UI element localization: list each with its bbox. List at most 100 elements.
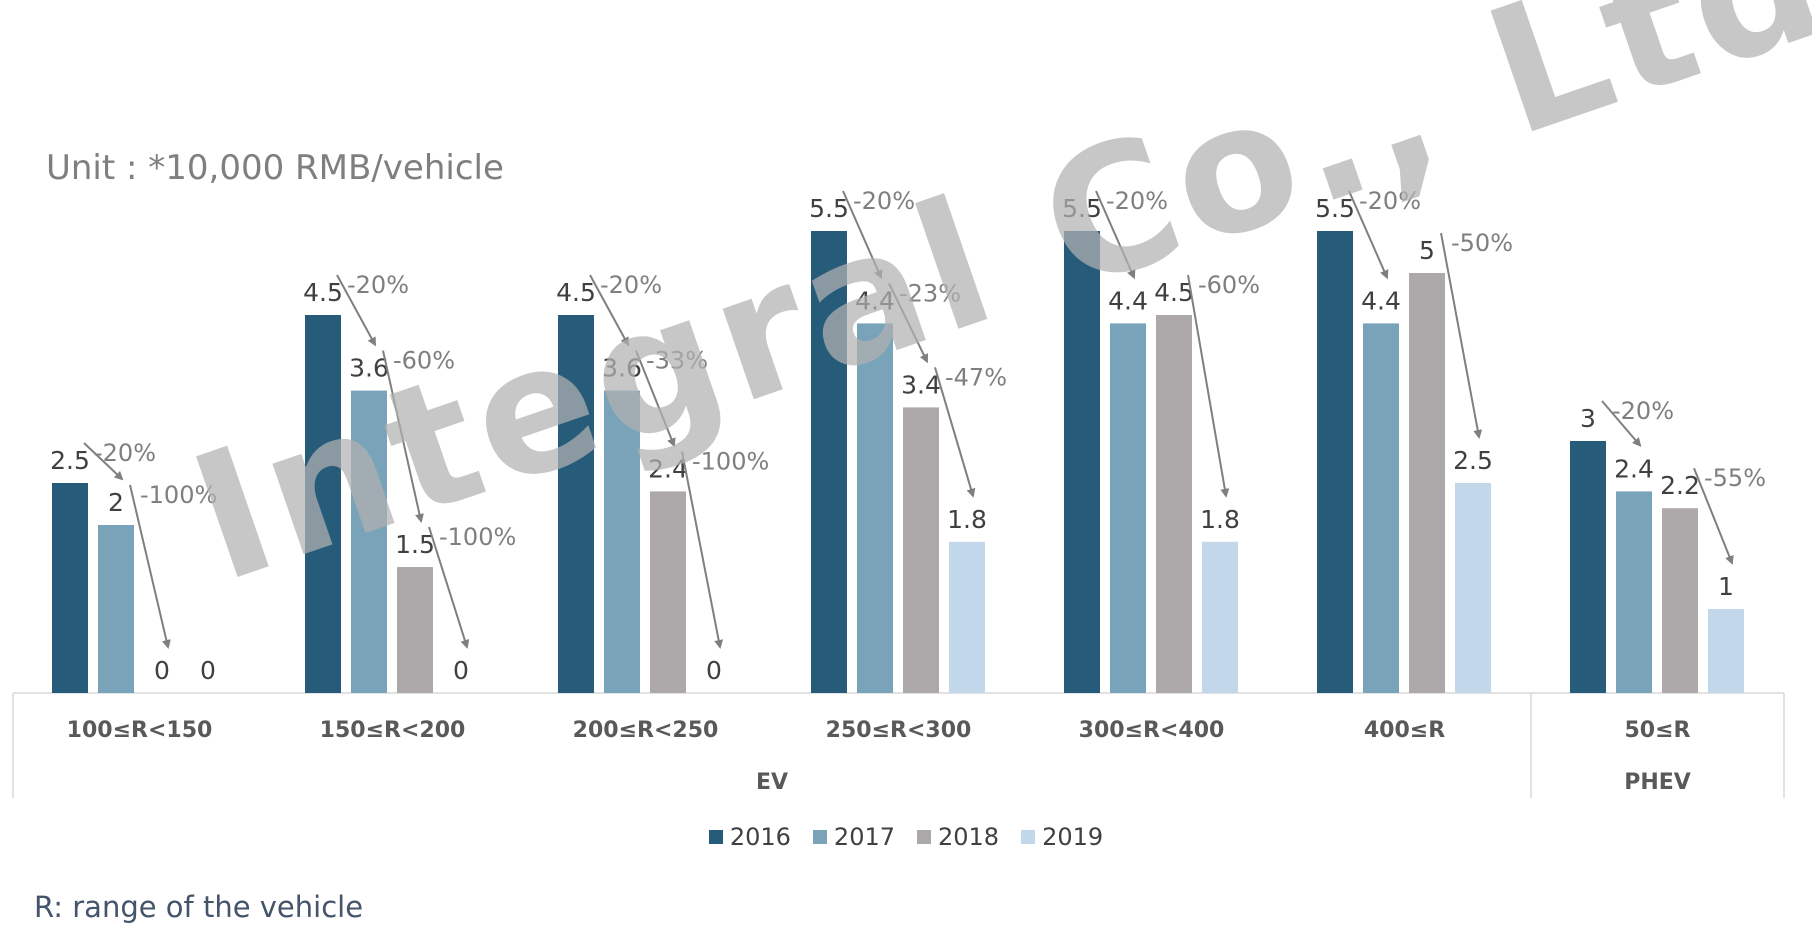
- legend-swatch: [1021, 830, 1036, 844]
- category-label: 100≤R<150: [67, 718, 213, 743]
- legend-label: 2016: [729, 823, 791, 851]
- bar-2016-150lerlt200: [305, 315, 341, 693]
- data-label: 3: [1580, 404, 1596, 433]
- category-label: 150≤R<200: [320, 718, 466, 743]
- bar-2016-400ler: [1317, 231, 1353, 693]
- group-label: EV: [756, 770, 788, 795]
- legend-label: 2018: [938, 823, 1000, 851]
- legend-swatch: [812, 830, 827, 844]
- data-label: 4.5: [556, 278, 596, 307]
- change-arrow: [681, 451, 724, 649]
- bar-2016-250lerlt300: [811, 231, 847, 693]
- data-label: 4.4: [1108, 286, 1148, 315]
- legend-item-2016: 2016: [708, 823, 791, 851]
- category-label: 400≤R: [1364, 718, 1445, 743]
- data-label: 4.4: [855, 286, 895, 315]
- legend-item-2017: 2017: [812, 823, 895, 851]
- data-label: 3.4: [901, 370, 941, 399]
- category-label: 250≤R<300: [826, 718, 972, 743]
- data-label: 0: [154, 656, 170, 685]
- bar-2017-400ler: [1363, 323, 1399, 693]
- change-arrow: [842, 190, 883, 280]
- bar-2016-100lerlt150: [52, 483, 88, 693]
- change-arrow: [934, 367, 976, 498]
- change-arrow: [382, 350, 424, 523]
- data-label: 2.5: [50, 446, 90, 475]
- bar-2019-50ler: [1708, 609, 1744, 693]
- change-label: -33%: [646, 347, 708, 375]
- data-label: 1.8: [1200, 505, 1240, 534]
- change-arrow: [1187, 274, 1230, 498]
- bar-2018-400ler: [1409, 273, 1445, 693]
- data-label: 4.5: [303, 278, 343, 307]
- bar-2018-200lerlt250: [650, 491, 686, 693]
- change-arrow: [1095, 190, 1136, 280]
- change-arrow: [336, 274, 376, 347]
- change-arrow: [1440, 232, 1483, 439]
- data-label: 3.6: [349, 354, 389, 383]
- category-label: 200≤R<250: [573, 718, 719, 743]
- bar-2017-300lerlt400: [1110, 323, 1146, 693]
- legend-swatch: [708, 830, 723, 844]
- change-arrow: [1693, 467, 1734, 565]
- legend: 2016 2017 2018 2019: [0, 823, 1812, 851]
- change-arrow: [1601, 400, 1642, 447]
- change-arrow: [1348, 190, 1389, 280]
- bar-2018-250lerlt300: [903, 407, 939, 693]
- bar-2018-150lerlt200: [397, 567, 433, 693]
- data-label: 2.4: [1614, 454, 1654, 483]
- bar-2017-200lerlt250: [604, 390, 640, 693]
- data-label: 2.2: [1660, 471, 1700, 500]
- data-label: 1.8: [947, 505, 987, 534]
- data-label: 4.5: [1154, 278, 1194, 307]
- change-label: -20%: [1359, 187, 1421, 215]
- bar-2019-250lerlt300: [949, 541, 985, 693]
- change-label: -23%: [899, 279, 961, 307]
- legend-item-2019: 2019: [1021, 823, 1103, 851]
- bar-2017-150lerlt200: [351, 390, 387, 693]
- group-label: PHEV: [1624, 770, 1691, 795]
- data-label: 2.4: [648, 454, 688, 483]
- data-label: 2.5: [1453, 446, 1493, 475]
- legend-swatch: [917, 830, 931, 844]
- change-arrow: [83, 442, 124, 481]
- data-label: 5.5: [1062, 194, 1102, 223]
- data-label: 0: [453, 656, 469, 685]
- change-label: -50%: [1451, 229, 1513, 257]
- bar-2017-100lerlt150: [98, 525, 134, 693]
- change-label: -60%: [1198, 271, 1260, 299]
- data-label: 5.5: [1315, 194, 1355, 223]
- change-label: -47%: [945, 363, 1007, 391]
- legend-label: 2017: [833, 823, 895, 851]
- bar-2018-50ler: [1662, 508, 1698, 693]
- bar-2016-200lerlt250: [558, 315, 594, 693]
- data-label: 5: [1419, 236, 1435, 265]
- change-label: -60%: [393, 347, 455, 375]
- bar-2016-300lerlt400: [1064, 231, 1100, 693]
- data-label: 0: [706, 656, 722, 685]
- category-label: 50≤R: [1625, 718, 1691, 743]
- data-label: 1: [1718, 572, 1734, 601]
- change-label: -20%: [1106, 187, 1168, 215]
- data-label: 0: [200, 656, 216, 685]
- change-arrow: [428, 526, 470, 649]
- change-arrow: [888, 282, 928, 364]
- footnote: R: range of the vehicle: [34, 890, 364, 924]
- data-label: 4.4: [1361, 286, 1401, 315]
- category-label: 300≤R<400: [1079, 718, 1225, 743]
- bar-2016-50ler: [1570, 441, 1606, 693]
- change-arrow: [635, 350, 676, 448]
- change-label: -20%: [1612, 397, 1674, 425]
- data-label: 5.5: [809, 194, 849, 223]
- data-label: 1.5: [395, 530, 435, 559]
- change-label: -20%: [853, 187, 915, 215]
- change-label: -100%: [439, 523, 516, 551]
- change-label: -20%: [600, 271, 662, 299]
- bar-2019-400ler: [1455, 483, 1491, 693]
- unit-label: Unit : *10,000 RMB/vehicle: [46, 148, 504, 188]
- legend-item-2018: 2018: [917, 823, 999, 851]
- change-arrow: [129, 484, 171, 649]
- bar-2017-250lerlt300: [857, 323, 893, 693]
- bar-2017-50ler: [1616, 491, 1652, 693]
